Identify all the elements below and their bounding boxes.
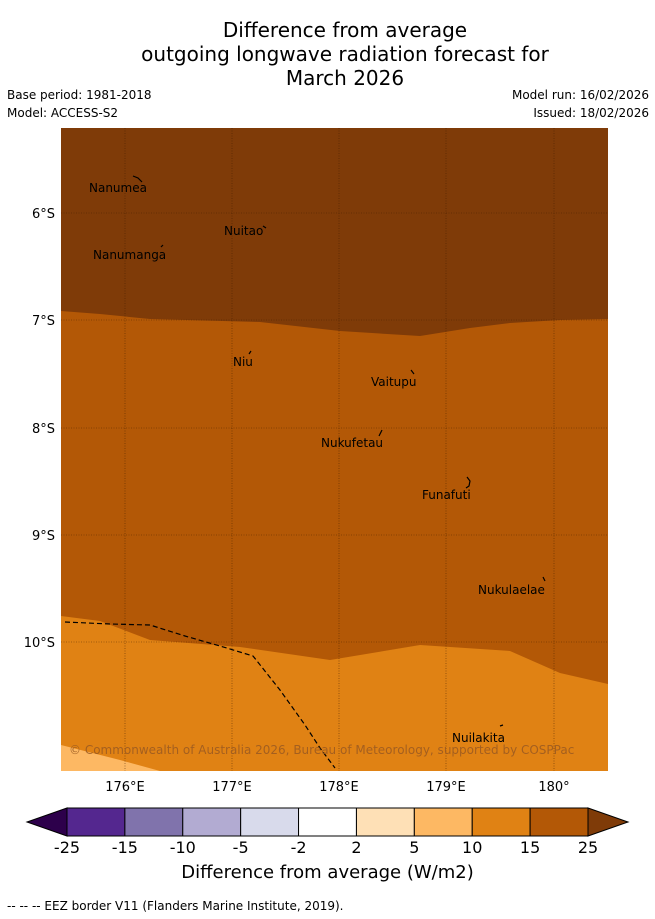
map-area: Nanumea Nuitao Nanumanga Niu Vaitupu Nuk… (61, 128, 608, 771)
model-run: Model run: 16/02/2026 (511, 88, 649, 102)
island-nukulaelae-shape (542, 576, 546, 582)
base-period: Base period: 1981-2018 (7, 88, 152, 102)
colorbar-tick-label: 25 (577, 838, 599, 857)
colorbar-tick-label: -2 (290, 838, 307, 857)
map-figure: Nanumea Nuitao Nanumanga Niu Vaitupu Nuk… (24, 128, 608, 795)
lon-label-179e: 179°E (426, 780, 466, 795)
eez-footnote: -- -- -- EEZ border V11 (Flanders Marine… (7, 899, 344, 913)
colorbar-segment (182, 807, 242, 837)
colorbar-segment (529, 807, 589, 837)
island-nanumea-shape (132, 175, 143, 183)
label-nukufetau: Nukufetau (321, 436, 383, 450)
island-vaitupu-shape (410, 369, 415, 375)
lat-label-7s: 7°S (32, 314, 55, 329)
label-nanumanga: Nanumanga (93, 248, 166, 262)
colorbar-tick-label: -5 (232, 838, 249, 857)
label-vaitupu: Vaitupu (371, 375, 417, 389)
colorbar-tick-label: 2 (351, 838, 362, 857)
label-nukulaelae: Nukulaelae (478, 583, 545, 597)
colorbar-tick-label: -10 (169, 838, 196, 857)
title-line-2: outgoing longwave radiation forecast for (141, 42, 549, 66)
title-line-1: Difference from average (222, 18, 468, 42)
title-line-3: March 2026 (285, 66, 405, 90)
label-nanumea: Nanumea (89, 181, 147, 195)
label-funafuti: Funafuti (422, 488, 471, 502)
island-nukufetau-shape (378, 429, 383, 437)
colorbar-segment (240, 807, 300, 837)
label-nuitao: Nuitao (224, 224, 263, 238)
colorbar (25, 807, 630, 837)
lon-label-177e: 177°E (212, 780, 252, 795)
colorbar-segment (298, 807, 357, 837)
lat-label-10s: 10°S (24, 636, 55, 651)
colorbar-tick-label: 10 (462, 838, 483, 857)
colorbar-segment (355, 807, 415, 837)
model-name: Model: ACCESS-S2 (7, 106, 119, 120)
colorbar-tick-label: 15 (519, 838, 541, 857)
region-10-15 (61, 616, 608, 771)
colorbar-segment (124, 807, 184, 837)
region-5-10 (61, 745, 160, 771)
island-nuitao-shape (262, 225, 267, 229)
colorbar-tick-label: -15 (111, 838, 138, 857)
lon-label-180: 180° (538, 780, 569, 795)
island-funafuti-shape (465, 476, 471, 489)
lat-label-9s: 9°S (32, 529, 55, 544)
lon-label-178e: 178°E (319, 780, 359, 795)
issued-date: Issued: 18/02/2026 (533, 106, 649, 120)
region-above-25 (61, 128, 608, 336)
colorbar-tick-label: -25 (53, 838, 81, 857)
lon-label-176e: 176°E (105, 780, 145, 795)
island-niu-shape (248, 350, 252, 355)
colorbar-over-arrow (587, 807, 630, 837)
copyright-notice: © Commonwealth of Australia 2026, Bureau… (69, 743, 574, 757)
label-nuilakita: Nuilakita (452, 731, 505, 745)
colorbar-segment (66, 807, 126, 837)
colorbar-segment (471, 807, 531, 837)
island-nuilakita-shape (499, 724, 504, 727)
island-nanumanga-shape (160, 244, 164, 248)
lat-label-8s: 8°S (32, 422, 55, 437)
eez-border (64, 621, 336, 769)
colorbar-tick-label: 5 (409, 838, 420, 857)
colorbar-segment (413, 807, 473, 837)
label-niu: Niu (233, 355, 253, 369)
lat-label-6s: 6°S (32, 207, 55, 222)
colorbar-title: Difference from average (W/m2) (181, 862, 474, 883)
colorbar-under-arrow (25, 807, 68, 837)
